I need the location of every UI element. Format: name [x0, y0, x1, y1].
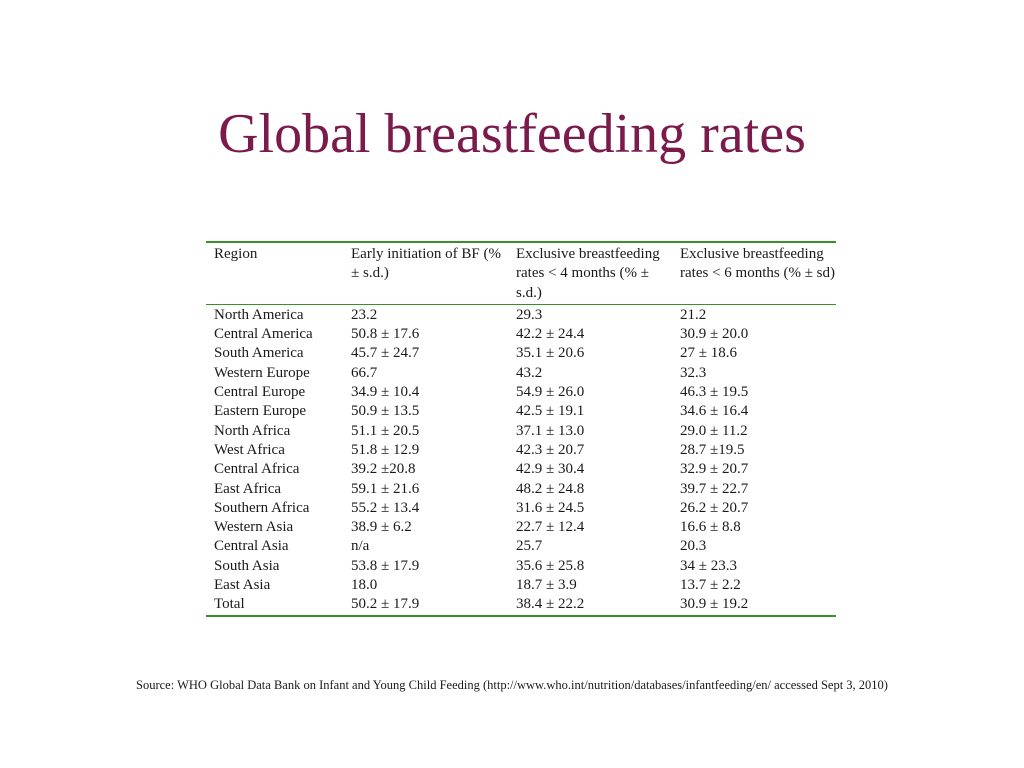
- exclusive-6-months-cell: 20.3: [680, 538, 707, 555]
- exclusive-4-months-cell: 48.2 ± 24.8: [516, 480, 585, 497]
- region-cell: Central Asia: [214, 538, 289, 555]
- source-citation: Source: WHO Global Data Bank on Infant a…: [136, 678, 888, 692]
- exclusive-4-months-cell: 35.6 ± 25.8: [516, 557, 585, 574]
- early-initiation-cell: 23.2: [351, 306, 378, 323]
- exclusive-6-months-cell: 34.6 ± 16.4: [680, 403, 749, 420]
- exclusive-4-months-cell: 35.1 ± 20.6: [516, 345, 585, 362]
- column-header-exclusive-6-months: Exclusive breastfeeding rates < 6 months…: [680, 246, 836, 282]
- exclusive-4-months-cell: 42.2 ± 24.4: [516, 326, 585, 343]
- exclusive-4-months-cell: 43.2: [516, 364, 543, 381]
- exclusive-6-months-cell: 27 ± 18.6: [680, 345, 737, 362]
- exclusive-6-months-cell: 30.9 ± 19.2: [680, 596, 749, 613]
- exclusive-6-months-cell: 16.6 ± 8.8: [680, 519, 741, 536]
- region-cell: Eastern Europe: [214, 403, 307, 420]
- early-initiation-cell: 51.1 ± 20.5: [351, 422, 420, 439]
- early-initiation-cell: n/a: [351, 538, 370, 555]
- table-row: East Africa 59.1 ± 21.6 48.2 ± 24.8 39.7 ± …: [206, 480, 836, 499]
- early-initiation-cell: 51.8 ± 12.9: [351, 441, 420, 458]
- table-row: Central America 50.8 ± 17.6 42.2 ± 24.4 30.…: [206, 325, 836, 344]
- early-initiation-cell: 45.7 ± 24.7: [351, 345, 420, 362]
- exclusive-6-months-cell: 34 ± 23.3: [680, 557, 737, 574]
- table-row: Central Africa 39.2 ±20.8 42.9 ± 30.4 32.9 …: [206, 460, 836, 479]
- breastfeeding-rates-table: Region Early initiation of BF (% ± s.d.)…: [206, 241, 836, 617]
- early-initiation-cell: 50.9 ± 13.5: [351, 403, 420, 420]
- region-cell: Western Europe: [214, 364, 310, 381]
- table-row: South America 45.7 ± 24.7 35.1 ± 20.6 27 ± …: [206, 344, 836, 363]
- table-row: Central Europe 34.9 ± 10.4 54.9 ± 26.0 46.3…: [206, 383, 836, 402]
- column-header-exclusive-4-months: Exclusive breastfeeding rates < 4 months…: [516, 246, 660, 301]
- exclusive-6-months-cell: 26.2 ± 20.7: [680, 499, 749, 516]
- region-cell: North America: [214, 306, 304, 323]
- column-header-region: Region: [214, 246, 258, 262]
- breastfeeding-table-container: Region Early initiation of BF (% ± s.d.)…: [206, 241, 836, 617]
- table-row: Southern Africa 55.2 ± 13.4 31.6 ± 24.5 26.…: [206, 499, 836, 518]
- early-initiation-cell: 50.8 ± 17.6: [351, 326, 420, 343]
- early-initiation-cell: 53.8 ± 17.9: [351, 557, 420, 574]
- table-row: Western Asia 38.9 ± 6.2 22.7 ± 12.4 16.6 ± …: [206, 518, 836, 537]
- table-row: Central Asia n/a 25.7 20.3: [206, 537, 836, 556]
- early-initiation-cell: 38.9 ± 6.2: [351, 519, 412, 536]
- table-body: North America 23.2 29.3 21.2 Central America…: [206, 304, 836, 616]
- table-row: South Asia 53.8 ± 17.9 35.6 ± 25.8 34 ± 23.…: [206, 557, 836, 576]
- region-cell: East Asia: [214, 577, 271, 594]
- region-cell: Central America: [214, 326, 313, 343]
- exclusive-6-months-cell: 28.7 ±19.5: [680, 441, 745, 458]
- table-row: West Africa 51.8 ± 12.9 42.3 ± 20.7 28.7 ±1…: [206, 441, 836, 460]
- region-cell: East Africa: [214, 480, 282, 497]
- early-initiation-cell: 55.2 ± 13.4: [351, 499, 420, 516]
- exclusive-6-months-cell: 39.7 ± 22.7: [680, 480, 749, 497]
- early-initiation-cell: 59.1 ± 21.6: [351, 480, 420, 497]
- exclusive-4-months-cell: 54.9 ± 26.0: [516, 384, 585, 401]
- table-row: East Asia 18.0 18.7 ± 3.9 13.7 ± 2.2: [206, 576, 836, 595]
- table-row: North Africa 51.1 ± 20.5 37.1 ± 13.0 29.0 ±…: [206, 422, 836, 441]
- exclusive-6-months-cell: 30.9 ± 20.0: [680, 326, 749, 343]
- exclusive-4-months-cell: 31.6 ± 24.5: [516, 499, 585, 516]
- exclusive-4-months-cell: 42.9 ± 30.4: [516, 461, 585, 478]
- early-initiation-cell: 66.7: [351, 364, 378, 381]
- exclusive-4-months-cell: 42.3 ± 20.7: [516, 441, 585, 458]
- exclusive-4-months-cell: 22.7 ± 12.4: [516, 519, 585, 536]
- slide-title: Global breastfeeding rates: [218, 103, 806, 165]
- exclusive-6-months-cell: 21.2: [680, 306, 707, 323]
- exclusive-4-months-cell: 38.4 ± 22.2: [516, 596, 585, 613]
- early-initiation-cell: 34.9 ± 10.4: [351, 384, 420, 401]
- region-cell: South America: [214, 345, 304, 362]
- exclusive-4-months-cell: 42.5 ± 19.1: [516, 403, 585, 420]
- region-cell: Central Europe: [214, 384, 306, 401]
- exclusive-6-months-cell: 13.7 ± 2.2: [680, 577, 741, 594]
- column-header-early-initiation: Early initiation of BF (% ± s.d.): [351, 246, 501, 282]
- table-header: Region Early initiation of BF (% ± s.d.)…: [206, 242, 836, 305]
- table-row: Western Europe 66.7 43.2 32.3: [206, 364, 836, 383]
- table-row: Total 50.2 ± 17.9 38.4 ± 22.2 30.9 ± 19.2: [206, 595, 836, 616]
- region-cell: Total: [214, 596, 245, 613]
- exclusive-6-months-cell: 46.3 ± 19.5: [680, 384, 749, 401]
- exclusive-4-months-cell: 18.7 ± 3.9: [516, 577, 577, 594]
- region-cell: North Africa: [214, 422, 291, 439]
- table-row: North America 23.2 29.3 21.2: [206, 304, 836, 325]
- early-initiation-cell: 50.2 ± 17.9: [351, 596, 420, 613]
- exclusive-4-months-cell: 29.3: [516, 306, 543, 323]
- table-header-row: Region Early initiation of BF (% ± s.d.)…: [206, 242, 836, 305]
- early-initiation-cell: 39.2 ±20.8: [351, 461, 416, 478]
- exclusive-4-months-cell: 25.7: [516, 538, 543, 555]
- region-cell: Central Africa: [214, 461, 300, 478]
- region-cell: Western Asia: [214, 519, 294, 536]
- region-cell: West Africa: [214, 441, 285, 458]
- region-cell: South Asia: [214, 557, 280, 574]
- region-cell: Southern Africa: [214, 499, 310, 516]
- exclusive-6-months-cell: 32.9 ± 20.7: [680, 461, 749, 478]
- early-initiation-cell: 18.0: [351, 577, 378, 594]
- table-row: Eastern Europe 50.9 ± 13.5 42.5 ± 19.1 34.6…: [206, 402, 836, 421]
- exclusive-4-months-cell: 37.1 ± 13.0: [516, 422, 585, 439]
- exclusive-6-months-cell: 29.0 ± 11.2: [680, 422, 748, 439]
- exclusive-6-months-cell: 32.3: [680, 364, 707, 381]
